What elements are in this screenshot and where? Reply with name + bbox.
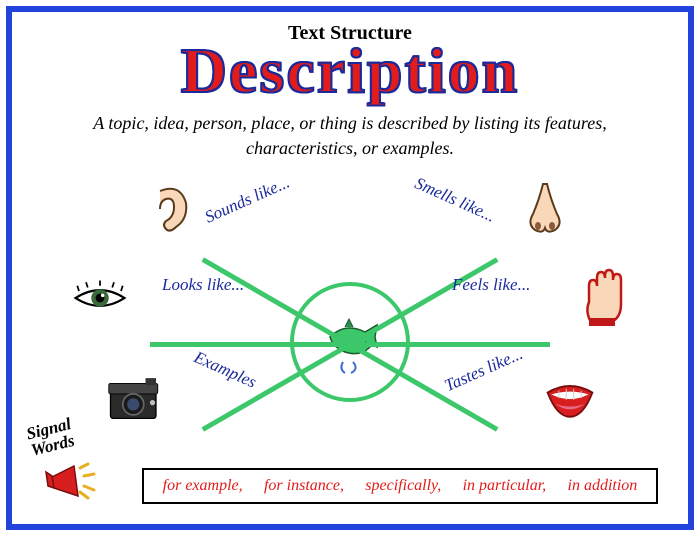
signal-word: in particular, <box>463 477 547 495</box>
spoke-label: Feels like... <box>452 275 530 295</box>
signal-word: specifically, <box>365 477 441 495</box>
spoke-label: Smells like... <box>412 173 499 226</box>
nose-icon <box>517 182 573 238</box>
main-title: Description <box>12 39 688 103</box>
spoke-label: Tastes like... <box>442 344 526 396</box>
poster-frame: Text Structure Description A topic, idea… <box>6 6 694 530</box>
signal-word: for example, <box>163 477 243 495</box>
spoke-line <box>350 342 550 347</box>
eye-icon <box>72 270 128 326</box>
signal-word: for instance, <box>264 477 344 495</box>
ear-icon <box>142 182 198 238</box>
spoke-label: Examples <box>191 347 260 392</box>
signal-word: in addition <box>568 477 638 495</box>
mouth-icon <box>542 372 598 428</box>
spoke-label: Looks like... <box>162 275 244 295</box>
camera-icon <box>107 372 163 428</box>
megaphone-icon <box>44 458 104 504</box>
signal-words-box: for example, for instance, specifically, in… <box>142 468 658 504</box>
definition-text: A topic, idea, person, place, or thing i… <box>42 111 658 161</box>
sense-diagram: Sounds like...Looks like...ExamplesSmell… <box>12 212 688 472</box>
spoke-line <box>150 342 350 347</box>
spoke-label: Sounds like... <box>202 172 293 227</box>
hand-icon <box>577 270 633 326</box>
